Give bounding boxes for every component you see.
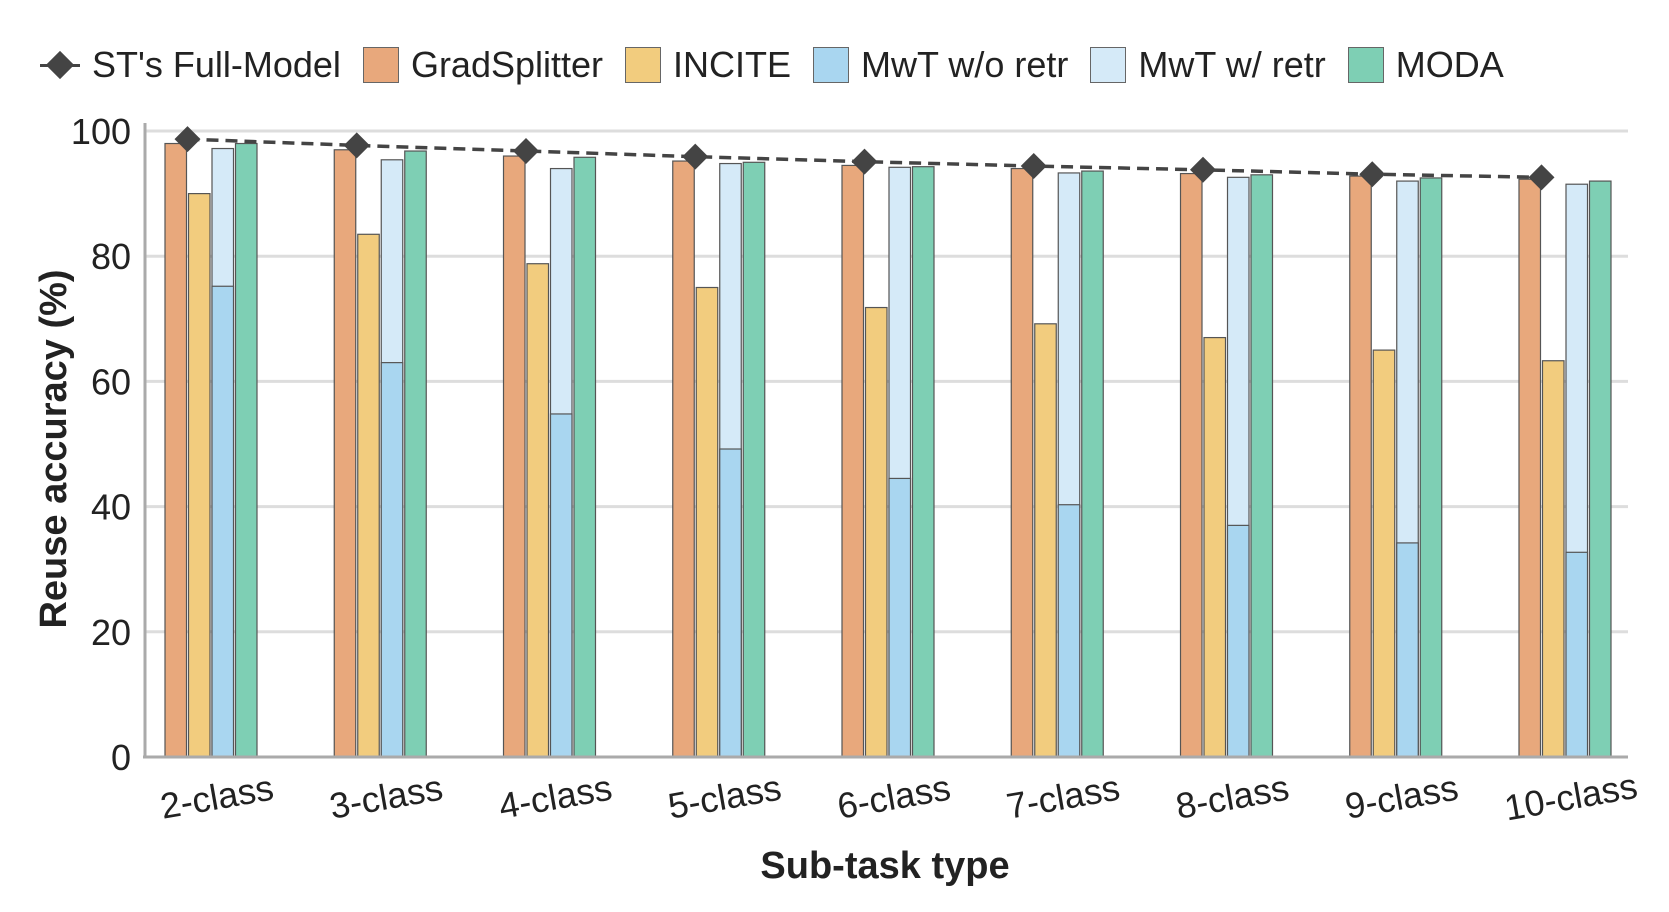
bar-mwt-wo-retr <box>888 477 912 758</box>
bar-moda <box>1419 177 1443 758</box>
legend-entry-mwt-w-retr: MwT w/ retr <box>1090 44 1326 86</box>
bar-mwt-wo-retr <box>719 448 742 758</box>
bar-gradsplitter <box>841 164 865 758</box>
y-axis-label: Reuse accuracy (%) <box>33 269 75 628</box>
bar-incite <box>1372 349 1396 758</box>
full-model-marker <box>1020 153 1047 180</box>
full-model-line <box>174 126 1555 191</box>
bar-moda <box>911 166 935 758</box>
x-tick-label: 2-class <box>157 767 276 827</box>
full-model-marker <box>513 138 539 165</box>
bar-incite <box>1203 336 1227 758</box>
legend-swatch <box>813 47 850 83</box>
full-model-marker <box>682 143 709 170</box>
x-tick-label: 4-class <box>496 767 615 827</box>
bar-incite <box>864 306 888 758</box>
bar-incite <box>526 263 550 758</box>
y-tick-label: 40 <box>91 487 131 528</box>
bar-incite <box>187 193 211 758</box>
bar-moda <box>1588 180 1612 758</box>
diamond-line-icon <box>40 47 80 83</box>
bar-moda <box>742 161 766 758</box>
bar-gradsplitter <box>1179 172 1203 758</box>
legend: ST's Full-Model GradSplitter INCITE MwT … <box>40 40 1504 90</box>
bar-moda <box>1250 174 1274 758</box>
legend-label: MwT w/ retr <box>1138 44 1326 85</box>
y-tick-label: 60 <box>91 361 131 402</box>
bar-mwt-wo-retr <box>211 285 235 758</box>
legend-swatch <box>1090 47 1127 83</box>
bar-mwt-wo-retr <box>549 413 573 758</box>
bar-incite <box>695 286 719 758</box>
bar-gradsplitter <box>1010 167 1034 758</box>
legend-label: ST's Full-Model <box>92 44 341 85</box>
x-tick-label: 3-class <box>326 767 445 827</box>
bar-incite <box>357 233 380 758</box>
x-tick-label: 9-class <box>1342 767 1461 827</box>
legend-label: MODA <box>1395 44 1504 85</box>
legend-swatch <box>1347 47 1384 83</box>
bars <box>164 142 1612 758</box>
full-model-marker <box>1190 156 1216 183</box>
bar-gradsplitter <box>164 142 188 758</box>
bar-moda <box>1081 170 1104 758</box>
bar-mwt-wo-retr <box>380 362 404 758</box>
bar-gradsplitter <box>333 149 357 758</box>
full-model-marker <box>851 148 878 175</box>
full-model-dashed-line <box>187 137 1542 180</box>
x-tick-label: 5-class <box>665 767 784 827</box>
legend-swatch <box>362 47 399 83</box>
legend-entry-gradsplitter: GradSplitter <box>362 44 604 86</box>
y-tick-label: 0 <box>111 737 131 778</box>
bar-mwt-wo-retr <box>1396 542 1419 758</box>
bar-moda <box>573 156 597 758</box>
bar-gradsplitter <box>672 160 695 758</box>
bar-gradsplitter <box>1349 175 1372 758</box>
legend-entry-moda: MODA <box>1347 44 1504 86</box>
legend-label: INCITE <box>673 44 792 85</box>
bar-gradsplitter <box>502 155 526 758</box>
bar-incite <box>1541 360 1565 758</box>
full-model-marker <box>343 132 370 159</box>
bar-incite <box>1034 323 1057 758</box>
y-tick-label: 20 <box>91 612 131 653</box>
x-tick-label: 8-class <box>1173 767 1292 827</box>
bar-gradsplitter <box>1518 178 1542 758</box>
axes <box>143 123 1628 759</box>
legend-entry-mwt-wo-retr: MwT w/o retr <box>813 44 1068 86</box>
x-axis-label: Sub-task type <box>760 845 1009 887</box>
x-tick-label: 6-class <box>834 767 953 827</box>
full-model-marker <box>174 126 201 153</box>
y-tick-label: 100 <box>71 111 131 152</box>
bar-moda <box>234 142 258 758</box>
legend-entry-full-model: ST's Full-Model <box>40 44 341 86</box>
full-model-marker <box>1528 164 1555 191</box>
y-tick-label: 80 <box>91 236 131 277</box>
bar-mwt-wo-retr <box>1565 551 1589 758</box>
full-model-marker <box>1359 161 1386 188</box>
legend-entry-incite: INCITE <box>625 44 791 86</box>
bar-moda <box>404 150 427 758</box>
x-tick-label: 7-class <box>1003 767 1122 827</box>
bar-mwt-wo-retr <box>1226 524 1250 758</box>
legend-label: MwT w/o retr <box>861 44 1069 85</box>
legend-label: GradSplitter <box>410 44 604 85</box>
legend-swatch <box>625 47 662 83</box>
bar-mwt-wo-retr <box>1057 504 1081 758</box>
x-tick-label: 10-class <box>1501 765 1640 829</box>
